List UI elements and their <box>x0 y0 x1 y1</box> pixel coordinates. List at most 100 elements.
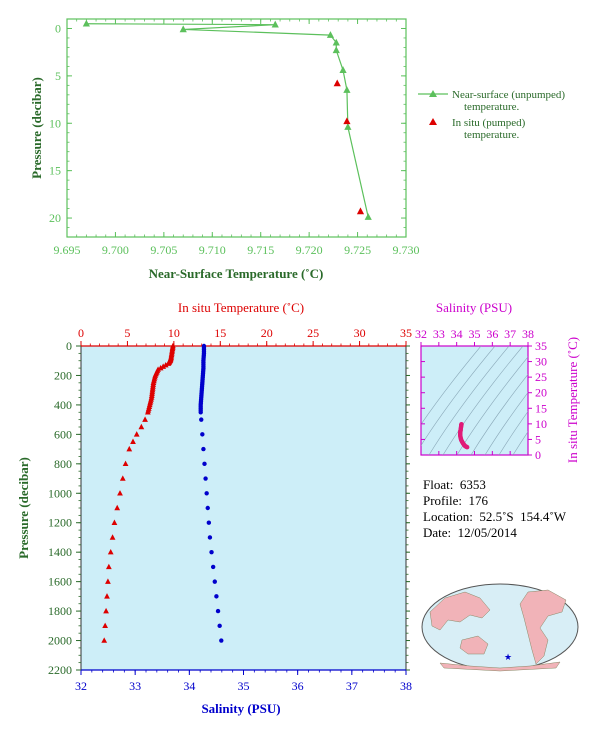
temperature-point <box>117 490 123 496</box>
unpumped-temperature-point <box>271 20 279 28</box>
density-contour <box>498 411 528 455</box>
top-x-tick-label: 9.710 <box>199 243 226 257</box>
temp-tick-label: 0 <box>78 326 84 340</box>
ts-x-tick-label: 33 <box>433 327 445 341</box>
salinity-tick-label: 33 <box>129 679 141 693</box>
density-contour <box>442 346 524 455</box>
temp-tick-label: 15 <box>214 326 226 340</box>
top-y-tick-label: 5 <box>55 69 61 83</box>
ts-y-tick-label: 30 <box>535 355 547 369</box>
temperature-point <box>105 563 112 570</box>
temp-tick-label: 20 <box>261 326 273 340</box>
temperature-point <box>147 399 154 406</box>
salinity-point <box>209 549 214 555</box>
pumped-temperature-point <box>343 117 351 125</box>
ts-x-ticks: 32 33 34 35 36 37 38 <box>415 327 534 455</box>
density-contour <box>484 392 528 455</box>
density-contour <box>421 346 482 425</box>
salinity-point <box>201 356 206 362</box>
temperature-point <box>103 607 109 614</box>
ts-x-tick-label: 32 <box>415 327 427 341</box>
top-x-tick-label: 9.715 <box>247 243 274 257</box>
bottom-y-axis-label: Pressure (decibar) <box>16 457 31 559</box>
density-contour <box>421 346 496 446</box>
ts-y-tick-label: 0 <box>535 448 541 462</box>
temperature-point <box>149 385 156 391</box>
salinity-point <box>201 446 206 452</box>
pumped-temperature-point <box>356 207 365 215</box>
ts-x-tick-label: 37 <box>504 327 516 341</box>
salinity-point <box>198 400 204 406</box>
map-land-australia <box>459 635 489 655</box>
salinity-point <box>199 386 205 391</box>
temperature-point <box>109 534 116 540</box>
top-x-axis-label: Near-Surface Temperature (˚C) <box>149 266 324 281</box>
top-x-tick-label: 9.725 <box>344 243 371 257</box>
bottom-series <box>101 342 224 643</box>
top-y-axis-label: Pressure (decibar) <box>29 77 44 179</box>
salinity-point <box>201 349 207 354</box>
salinity-point <box>200 378 205 384</box>
density-contour <box>470 373 528 455</box>
top-x-tick-label: 9.700 <box>102 243 129 257</box>
top-y-ticks: 0 5 10 15 20 <box>49 21 406 228</box>
temperature-point <box>107 548 114 555</box>
density-contour <box>428 346 510 455</box>
pressure-tick-label: 400 <box>54 398 72 412</box>
salinity-point <box>202 461 207 467</box>
legend-unpumped-label-1: Near-surface (unpumped) <box>452 89 565 101</box>
pressure-tick-label: 200 <box>54 368 72 382</box>
salinity-point <box>207 535 213 540</box>
temperature-point <box>151 377 157 384</box>
pressure-tick-label: 800 <box>54 457 72 471</box>
salinity-point <box>201 364 206 369</box>
salinity-point <box>203 476 208 481</box>
salinity-point <box>219 638 224 643</box>
ts-x-tick-label: 35 <box>469 327 481 341</box>
temp-tick-label: 25 <box>307 326 319 340</box>
salinity-axis-label: Salinity (PSU) <box>201 701 280 716</box>
temp-axis-label: In situ Temperature (˚C) <box>178 300 304 315</box>
ts-y-tick-label: 35 <box>535 339 547 353</box>
pressure-tick-label: 0 <box>66 339 72 353</box>
salinity-tick-label: 36 <box>292 679 304 693</box>
temperature-point <box>102 622 109 629</box>
top-legend: Near-surface (unpumped) temperature. In … <box>418 89 565 141</box>
map-land-americas <box>519 589 567 665</box>
salinity-point <box>206 520 212 525</box>
salinity-tick-label: 34 <box>183 679 195 693</box>
pressure-tick-label: 1200 <box>48 516 72 530</box>
legend-unpumped-label-2: temperature. <box>464 101 520 113</box>
bottom-plot-area <box>80 345 407 671</box>
unpumped-temperature-point <box>326 31 335 38</box>
legend-pumped-label-2: temperature. <box>464 129 520 141</box>
temperature-point <box>145 407 152 413</box>
unpumped-temperature-point <box>343 86 351 93</box>
temperature-point <box>111 519 118 525</box>
pressure-tick-label: 1400 <box>48 545 72 559</box>
float-info: Float: 6353 Profile: 176 Location: 52.5˚… <box>423 477 566 541</box>
profile-number: Profile: 176 <box>423 493 488 508</box>
salinity-tick-label: 32 <box>75 679 87 693</box>
temperature-point <box>130 438 136 444</box>
unpumped-temperature-point <box>339 66 347 73</box>
salinity-axis-ticks: 32 33 34 35 36 37 38 <box>75 670 412 693</box>
temperature-point <box>165 359 172 366</box>
float-location-star: ★ <box>504 653 512 663</box>
pressure-tick-label: 2000 <box>48 634 72 648</box>
ts-title: Salinity (PSU) <box>436 300 512 315</box>
temperature-point <box>119 475 126 481</box>
temperature-point <box>126 445 133 452</box>
salinity-point <box>210 564 216 570</box>
ts-series <box>458 421 470 450</box>
pressure-tick-label: 2200 <box>48 663 72 677</box>
legend-pumped-label-1: In situ (pumped) <box>452 117 526 129</box>
top-chart: 9.695 9.700 9.705 9.710 9.715 9.720 9.725 9.730… <box>29 18 565 281</box>
top-x-tick-label: 9.720 <box>296 243 323 257</box>
top-y-tick-label: 15 <box>49 164 61 178</box>
salinity-tick-label: 38 <box>400 679 412 693</box>
temperature-point <box>122 460 129 467</box>
